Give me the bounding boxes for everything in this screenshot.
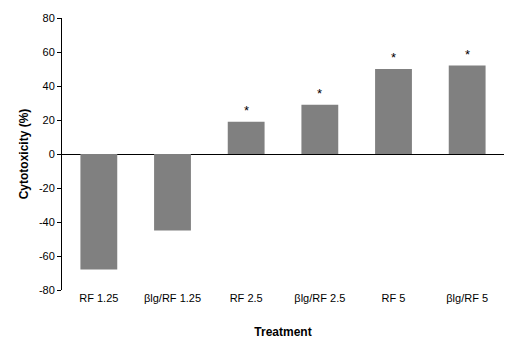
- svg-text:Cytotoxicity (%): Cytotoxicity (%): [17, 109, 31, 200]
- svg-text:βlg/RF 2.5: βlg/RF 2.5: [294, 292, 345, 304]
- svg-text:*: *: [465, 47, 470, 62]
- svg-text:60: 60: [43, 46, 55, 58]
- svg-text:40: 40: [43, 80, 55, 92]
- svg-text:*: *: [244, 103, 249, 118]
- svg-text:Treatment: Treatment: [254, 325, 311, 339]
- svg-text:βlg/RF 5: βlg/RF 5: [446, 292, 488, 304]
- svg-text:80: 80: [43, 12, 55, 24]
- svg-text:-40: -40: [39, 216, 55, 228]
- svg-text:RF 1.25: RF 1.25: [79, 292, 118, 304]
- svg-text:20: 20: [43, 114, 55, 126]
- svg-text:RF 2.5: RF 2.5: [230, 292, 263, 304]
- svg-text:βlg/RF 1.25: βlg/RF 1.25: [144, 292, 201, 304]
- svg-text:-80: -80: [39, 284, 55, 296]
- svg-text:RF 5: RF 5: [382, 292, 406, 304]
- svg-text:*: *: [317, 86, 322, 101]
- svg-text:-20: -20: [39, 182, 55, 194]
- svg-text:0: 0: [49, 148, 55, 160]
- svg-text:*: *: [391, 50, 396, 65]
- svg-text:-60: -60: [39, 250, 55, 262]
